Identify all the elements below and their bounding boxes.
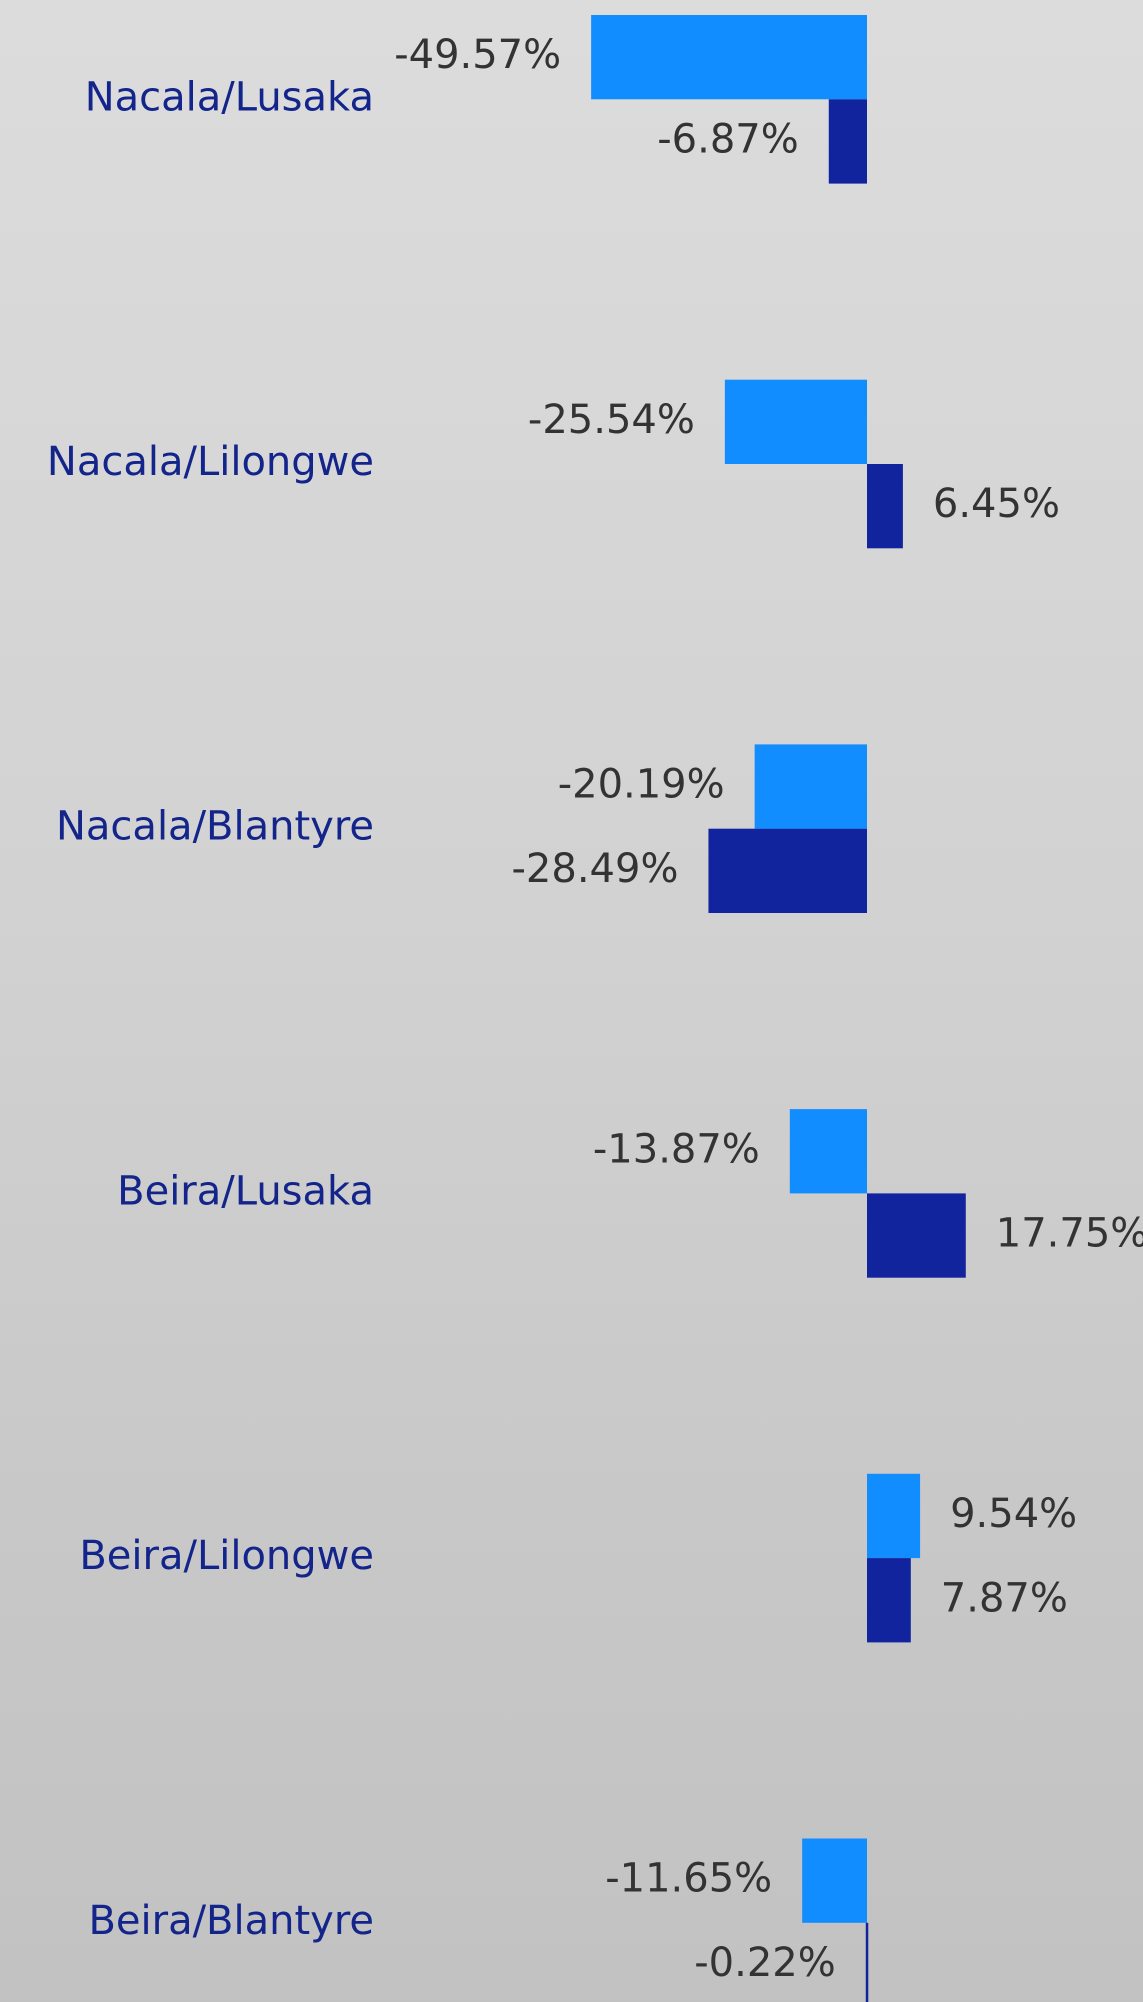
bar [789,1109,867,1194]
category-label: Beira/Lilongwe [79,1533,374,1579]
value-label: 17.75% [996,1211,1143,1257]
category-label: Beira/Blantyre [88,1898,374,1944]
category-label: Beira/Lusaka [117,1168,374,1214]
value-label: -11.65% [605,1856,772,1902]
category-label: Nacala/Lusaka [85,74,374,120]
value-label: -20.19% [558,762,725,808]
value-label: -28.49% [512,846,679,892]
value-label: 9.54% [950,1491,1077,1537]
bar [828,99,867,184]
bar [867,1558,911,1643]
bar [591,15,867,100]
value-label: -25.54% [528,397,695,443]
category-label: Nacala/Lilongwe [47,439,374,485]
value-label: -13.87% [593,1126,760,1172]
value-label: -49.57% [394,32,561,78]
value-label: -6.87% [657,116,799,162]
bar [802,1838,867,1923]
value-label: 6.45% [933,481,1060,527]
bar [865,1922,869,2002]
bar [867,464,903,549]
value-label: -0.22% [694,1940,836,1986]
bar [708,828,867,913]
bar [754,744,867,829]
bar [867,1473,921,1559]
bar [867,1193,966,1278]
category-label: Nacala/Blantyre [56,804,374,850]
value-label: 7.87% [941,1575,1068,1621]
bar [724,379,867,464]
